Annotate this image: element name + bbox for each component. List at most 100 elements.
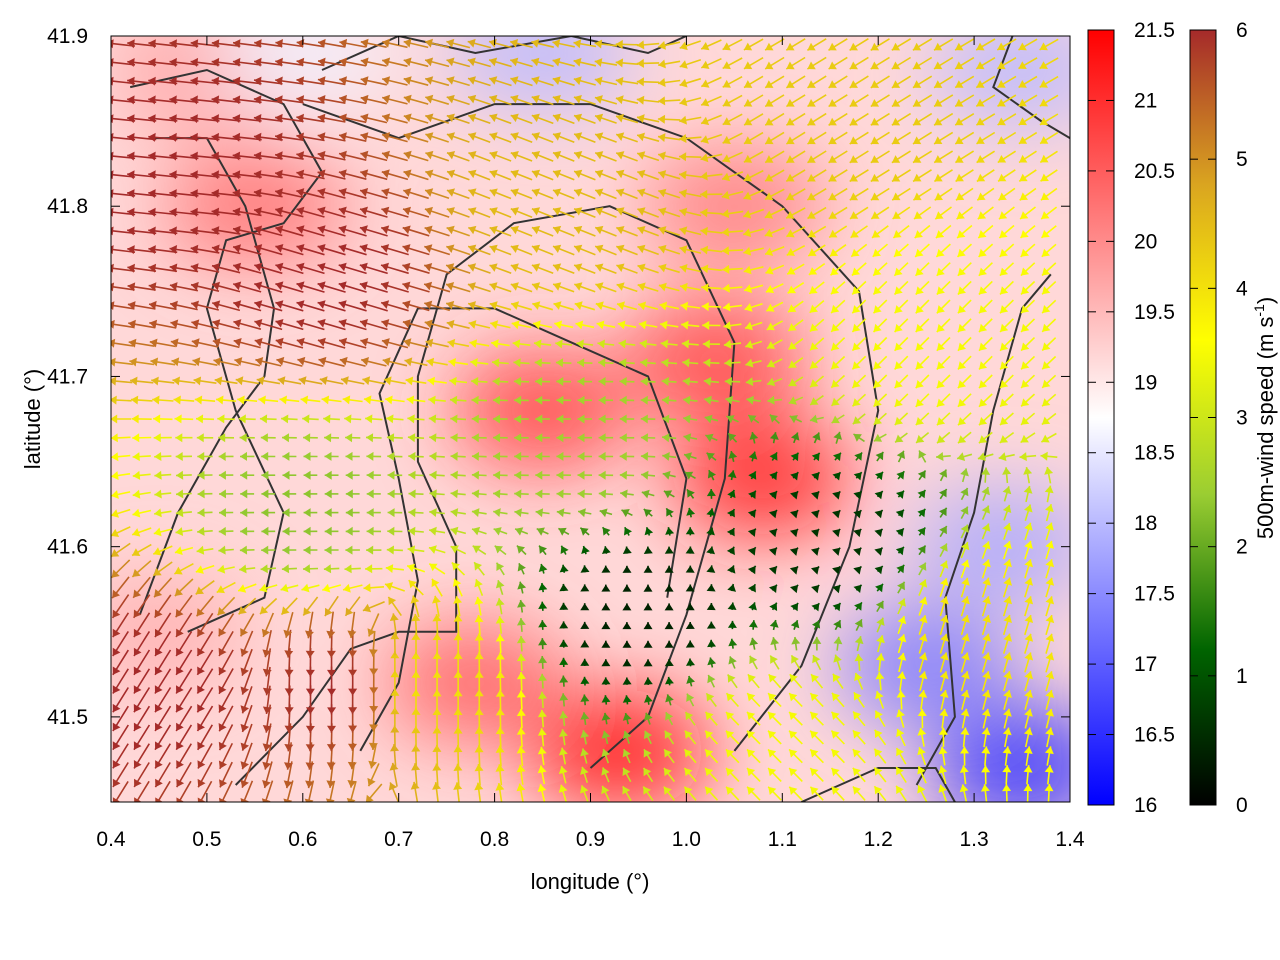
wind-arrow bbox=[894, 374, 909, 389]
wind-arrow-head bbox=[495, 580, 505, 589]
wind-arrow bbox=[318, 356, 345, 367]
wind-arrow-head bbox=[679, 170, 687, 180]
wind-arrow bbox=[894, 432, 908, 444]
wind-arrow bbox=[725, 767, 740, 782]
wind-arrow-head bbox=[366, 470, 374, 480]
wind-arrow-head bbox=[453, 614, 463, 622]
wind-arrow-head bbox=[154, 703, 163, 713]
wind-arrow-head bbox=[218, 704, 227, 713]
wind-arrow-head bbox=[407, 433, 416, 443]
wind-arrow-shaft bbox=[111, 192, 136, 197]
wind-arrow-head bbox=[381, 188, 390, 197]
wind-arrow bbox=[643, 677, 653, 685]
wind-arrow-head bbox=[494, 545, 503, 554]
wind-arrow bbox=[725, 395, 740, 405]
wind-arrow-head bbox=[253, 95, 262, 105]
wind-arrow bbox=[580, 694, 590, 706]
wind-arrow bbox=[560, 545, 569, 555]
wind-arrow-head bbox=[517, 600, 526, 608]
wind-arrow bbox=[324, 451, 339, 461]
wind-arrow-head bbox=[770, 655, 778, 664]
wind-arrow bbox=[359, 300, 388, 312]
wind-arrow bbox=[894, 336, 909, 352]
wind-arrow-head bbox=[664, 730, 673, 739]
wind-arrow-head bbox=[447, 169, 456, 179]
wind-arrow bbox=[746, 786, 761, 801]
wind-arrow-head bbox=[327, 725, 336, 733]
wind-arrow-head bbox=[749, 637, 759, 646]
wind-arrow-head bbox=[679, 189, 687, 198]
wind-arrow-head bbox=[197, 666, 205, 675]
wind-arrow-head bbox=[148, 189, 156, 198]
wind-arrow bbox=[788, 338, 804, 351]
wind-arrow-head bbox=[743, 210, 752, 219]
wind-arrow-head bbox=[235, 376, 244, 386]
wind-arrow-head bbox=[747, 565, 756, 575]
wind-arrow bbox=[624, 526, 632, 536]
wind-arrow-head bbox=[768, 786, 777, 795]
wind-arrow bbox=[535, 489, 550, 499]
wind-arrow bbox=[154, 612, 172, 638]
wind-arrow bbox=[622, 622, 632, 630]
wind-arrow-head bbox=[403, 206, 411, 216]
wind-arrow-head bbox=[637, 188, 646, 197]
wind-arrow bbox=[111, 132, 136, 142]
wind-arrow bbox=[471, 508, 487, 517]
wind-arrow bbox=[305, 611, 314, 639]
wind-arrow-head bbox=[873, 267, 882, 276]
wind-arrow-head bbox=[112, 589, 120, 599]
wind-arrow bbox=[495, 708, 505, 729]
wind-arrow bbox=[595, 263, 617, 274]
wind-arrow bbox=[785, 131, 806, 145]
wind-arrow bbox=[240, 761, 253, 788]
wind-arrow-head bbox=[658, 41, 666, 50]
wind-arrow-head bbox=[131, 414, 139, 424]
wind-arrow bbox=[665, 507, 674, 518]
wind-arrow bbox=[363, 395, 384, 405]
wind-arrow bbox=[296, 57, 325, 67]
wind-arrow-head bbox=[601, 712, 611, 721]
wind-arrow bbox=[643, 565, 653, 573]
wind-arrow-head bbox=[365, 794, 374, 802]
wind-arrow-head bbox=[339, 132, 347, 141]
wind-arrow bbox=[538, 582, 548, 593]
wind-arrow-head bbox=[324, 508, 332, 518]
wind-arrow bbox=[510, 39, 533, 49]
wind-arrow bbox=[428, 563, 446, 575]
wind-arrow-head bbox=[828, 117, 837, 126]
wind-arrow-head bbox=[366, 489, 374, 499]
wind-arrow-head bbox=[317, 76, 326, 86]
wind-arrow bbox=[154, 630, 172, 657]
wind-arrow-head bbox=[446, 207, 455, 216]
wind-arrow-head bbox=[833, 620, 842, 629]
wind-arrow-head bbox=[216, 395, 224, 405]
wind-arrow-head bbox=[765, 192, 774, 201]
wind-arrow bbox=[402, 206, 430, 218]
wind-arrow bbox=[764, 245, 785, 256]
wind-arrow bbox=[317, 95, 346, 104]
wind-arrow bbox=[637, 282, 659, 292]
wind-arrow bbox=[531, 76, 554, 87]
wind-arrow bbox=[573, 76, 596, 86]
wind-arrow-head bbox=[174, 587, 183, 596]
wind-arrow bbox=[538, 673, 547, 689]
wind-arrow-head bbox=[284, 762, 293, 770]
wind-arrow-head bbox=[706, 693, 715, 702]
wind-arrow bbox=[196, 705, 214, 732]
wind-arrow-head bbox=[169, 282, 178, 291]
wind-arrow bbox=[747, 528, 757, 537]
wind-arrow-head bbox=[410, 781, 420, 790]
wind-arrow bbox=[467, 38, 492, 49]
wind-arrow-head bbox=[469, 339, 478, 348]
wind-arrow bbox=[552, 76, 575, 87]
wind-arrow-head bbox=[510, 263, 519, 272]
wind-arrow-head bbox=[577, 451, 585, 461]
wind-arrow bbox=[317, 225, 346, 237]
wind-arrow bbox=[149, 338, 176, 348]
wind-arrow-head bbox=[559, 711, 569, 719]
temperature-cell bbox=[644, 146, 825, 267]
wind-arrow bbox=[897, 634, 907, 654]
wind-arrow-head bbox=[790, 603, 799, 612]
wind-arrow-head bbox=[637, 132, 645, 142]
wind-arrow-head bbox=[535, 433, 543, 443]
